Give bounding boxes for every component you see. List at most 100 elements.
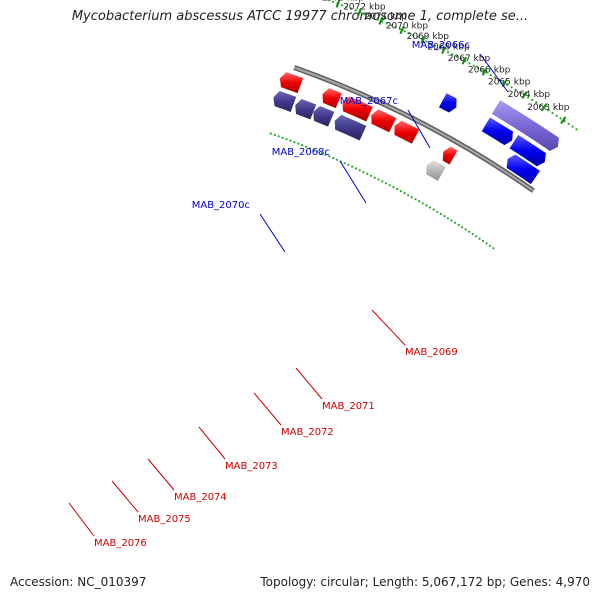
ruler-dot xyxy=(332,157,335,160)
gene-label-mab_2072[interactable]: MAB_2072 xyxy=(281,427,334,438)
ruler-dot xyxy=(373,176,376,179)
ruler-tick-label: 2072 kbp xyxy=(343,3,386,13)
ruler-dot xyxy=(396,188,399,191)
ruler-dot xyxy=(394,26,397,29)
gene-feature[interactable] xyxy=(506,154,540,185)
gene-label-mab_2066c[interactable]: MAB_2066c xyxy=(412,40,470,51)
ruler-dot xyxy=(324,153,327,156)
ruler-dot xyxy=(481,69,484,72)
ruler-dot xyxy=(461,226,464,229)
gene-leader-line xyxy=(295,367,323,400)
ruler-dot xyxy=(381,180,384,183)
gene-label-mab_2071[interactable]: MAB_2071 xyxy=(322,401,375,412)
gene-label-mab_2073[interactable]: MAB_2073 xyxy=(225,461,278,472)
ruler-dot xyxy=(281,136,284,139)
ruler-dot xyxy=(559,117,562,120)
gene-mab_2076-arrow[interactable] xyxy=(279,72,304,94)
gene-mab_2075-arrow[interactable] xyxy=(295,98,317,120)
ruler-dot xyxy=(358,169,361,172)
gene-track[interactable] xyxy=(273,72,559,185)
ruler-dot xyxy=(301,144,304,147)
ruler-dot xyxy=(399,190,402,193)
ruler-dot xyxy=(459,57,463,61)
ruler-tick xyxy=(441,45,447,55)
ruler-dot xyxy=(555,114,558,117)
gene-mab_2074-arrow[interactable] xyxy=(322,88,342,109)
ruler-dot xyxy=(412,34,415,37)
gene-feature[interactable] xyxy=(313,105,335,127)
gene-mab_2073-arrow[interactable] xyxy=(342,96,373,122)
ruler-dot xyxy=(418,200,421,203)
ruler-dot xyxy=(439,212,442,215)
gene-feature[interactable] xyxy=(442,146,458,165)
ruler-dot xyxy=(366,172,369,175)
ruler-dot xyxy=(539,104,542,107)
gene-leader-line xyxy=(339,160,367,204)
ruler-dot xyxy=(331,0,335,3)
ruler-tick xyxy=(378,16,384,25)
ruler-dot xyxy=(403,30,406,33)
ruler-dot xyxy=(472,64,475,67)
ruler-dot xyxy=(392,186,395,189)
ruler-dot xyxy=(447,51,450,54)
ruler-dot xyxy=(376,18,379,21)
ruler-dot xyxy=(571,125,574,128)
ruler-tick xyxy=(399,26,405,35)
ruler-dot xyxy=(421,202,424,205)
ruler-tick xyxy=(521,91,528,100)
ruler-dot xyxy=(425,40,428,43)
gene-label-mab_2075[interactable]: MAB_2075 xyxy=(138,514,191,525)
ruler-tick-label: 2069 kbp xyxy=(407,32,450,42)
ruler-tick-label: 2073 kbp xyxy=(322,0,365,4)
gene-mab_2071-arrow[interactable] xyxy=(394,120,420,144)
ruler-dot xyxy=(475,235,478,238)
gene-label-mab_2069[interactable]: MAB_2069 xyxy=(405,347,458,358)
ruler-dot xyxy=(443,215,446,218)
ruler-dot xyxy=(436,210,439,213)
ruler-dot xyxy=(269,132,272,135)
ruler-dot xyxy=(305,145,308,148)
ruler-dot xyxy=(485,242,488,245)
ruler-dot xyxy=(410,196,413,199)
ruler-dot xyxy=(403,192,406,195)
ruler-dot xyxy=(327,0,330,2)
ruler-dot xyxy=(492,247,495,250)
ruler-dot xyxy=(531,98,534,101)
gene-mab_2067c-arrow[interactable] xyxy=(509,134,546,167)
ruler-dot xyxy=(464,228,467,231)
ruler-dot xyxy=(432,208,435,211)
gene-label-mab_2074[interactable]: MAB_2074 xyxy=(174,492,227,503)
gene-label-mab_2067c[interactable]: MAB_2067c xyxy=(340,96,398,107)
chromosome-backbone xyxy=(293,65,535,193)
ruler-dot xyxy=(455,55,458,58)
gene-mab_2066c-arrow[interactable] xyxy=(491,100,559,152)
gene-label-mab_2068c[interactable]: MAB_2068c xyxy=(272,147,330,158)
gene-label-mab_2070c[interactable]: MAB_2070c xyxy=(192,200,250,211)
gene-mab_2069-arrow[interactable] xyxy=(426,160,446,181)
gene-feature[interactable] xyxy=(273,91,297,112)
ruler-dot xyxy=(425,204,428,207)
map-title: Mycobacterium abscessus ATCC 19977 chrom… xyxy=(71,9,529,24)
ruler-dot xyxy=(399,28,402,31)
ruler-dot xyxy=(478,237,481,240)
ruler-dot xyxy=(527,96,530,99)
gene-mab_2068c-arrow[interactable] xyxy=(481,117,513,146)
gene-label-mab_2076[interactable]: MAB_2076 xyxy=(94,538,147,549)
gene-feature[interactable] xyxy=(334,114,367,141)
ruler-dot xyxy=(416,36,419,39)
gene-mab_2070c-arrow[interactable] xyxy=(438,93,457,113)
ruler-tick xyxy=(420,35,426,44)
gene-mab_2072-arrow[interactable] xyxy=(371,109,397,133)
ruler-tick-label: 2067 kbp xyxy=(448,54,491,64)
ruler-dot xyxy=(489,74,492,77)
ruler-dot xyxy=(289,139,292,142)
ruler-dot xyxy=(450,219,453,222)
gene-leader-line xyxy=(371,309,406,346)
ruler-dot xyxy=(285,138,288,141)
ruler-dot xyxy=(343,162,346,165)
ruler-dot xyxy=(354,167,358,170)
ruler-dot xyxy=(485,71,488,74)
